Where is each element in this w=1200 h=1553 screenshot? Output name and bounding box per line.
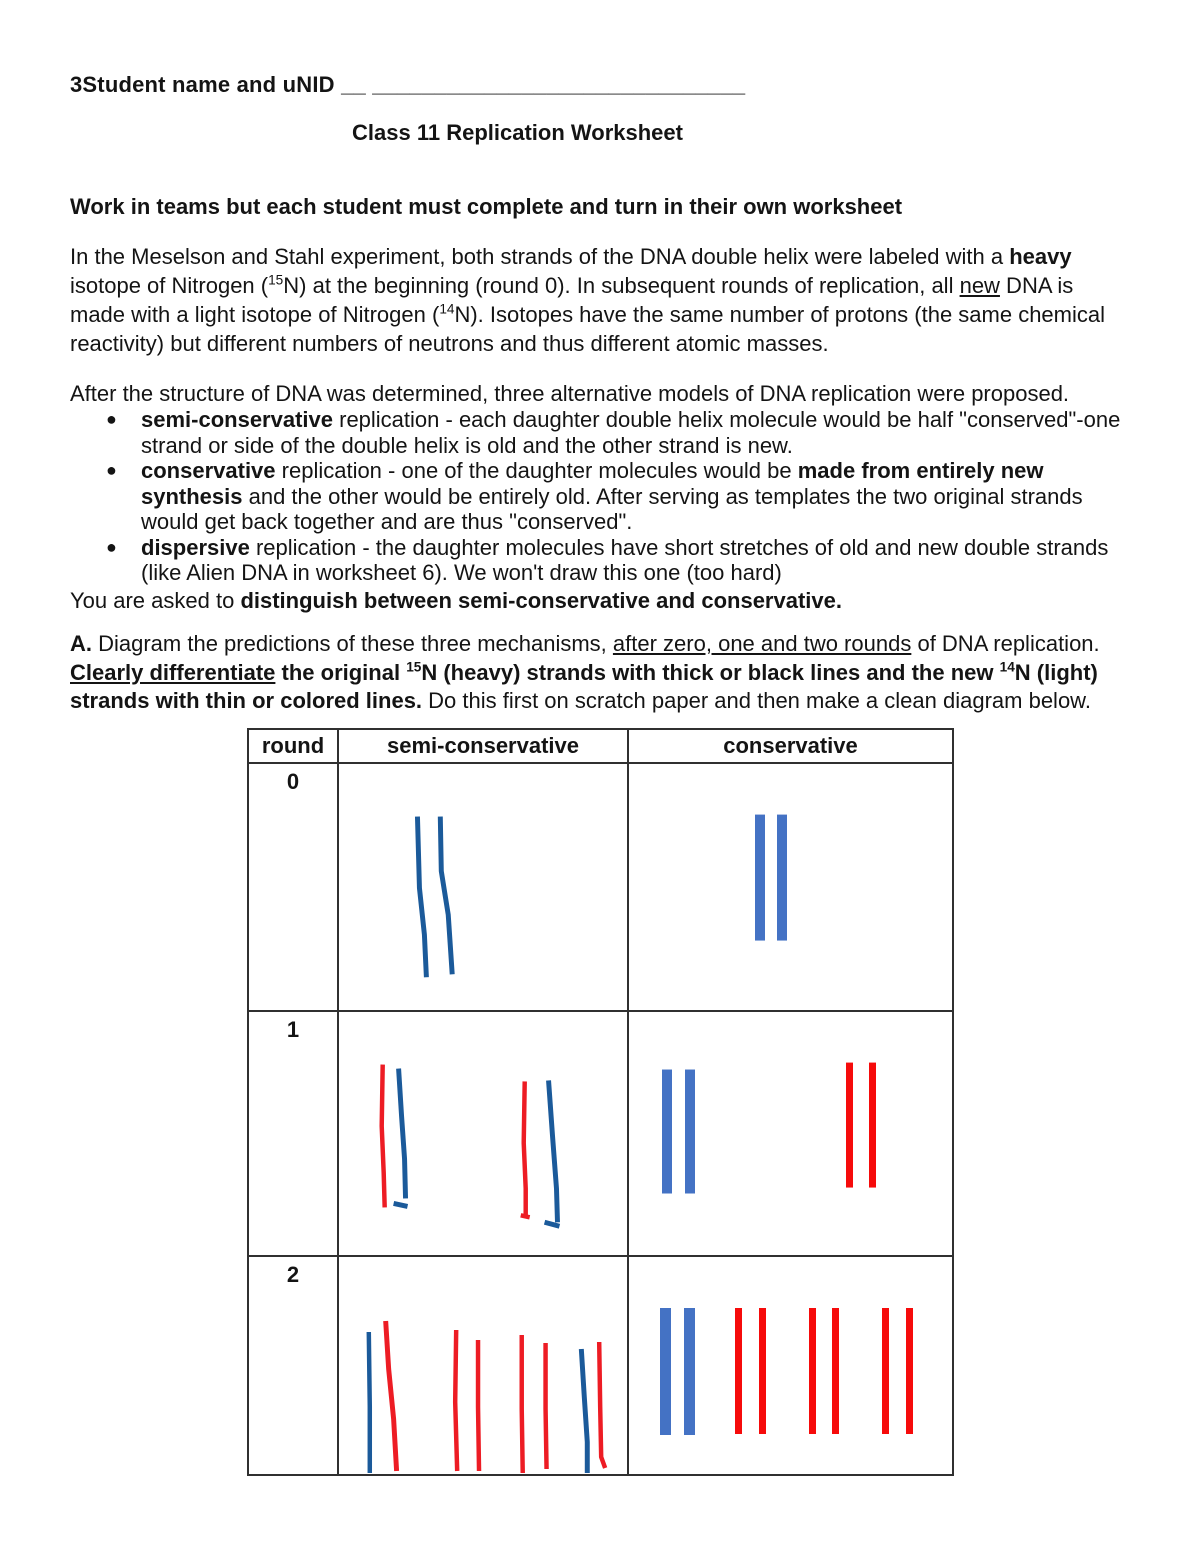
bullet-icon: ● bbox=[106, 409, 117, 429]
diagram-cell-cons-round-0 bbox=[629, 764, 952, 1012]
section-a-paragraph: A. Diagram the predictions of these thre… bbox=[70, 631, 1100, 713]
student-name-line: 3Student name and uNID __ ______________… bbox=[70, 72, 746, 97]
page-title: Class 11 Replication Worksheet bbox=[352, 120, 683, 145]
diagram-cell-cons-round-1 bbox=[629, 1012, 952, 1257]
list-item-text: conservative replication - one of the da… bbox=[141, 458, 1083, 534]
row-label-round-0: 0 bbox=[249, 764, 339, 1012]
bullet-icon: ● bbox=[106, 536, 117, 557]
list-item-conservative: ● conservative replication - one of the … bbox=[70, 458, 1125, 535]
row-label-round-1: 1 bbox=[249, 1012, 339, 1257]
row-label-round-2: 2 bbox=[249, 1257, 339, 1474]
models-list: ● semi-conservative replication - each d… bbox=[70, 407, 1125, 586]
diagram-cell-semi-round-0 bbox=[339, 764, 629, 1012]
intro-paragraph: In the Meselson and Stahl experiment, bo… bbox=[70, 244, 1106, 356]
col-header-round: round bbox=[249, 730, 339, 764]
predictions-table: round semi-conservative conservative 0 1… bbox=[247, 728, 954, 1476]
list-item-text: dispersive replication - the daughter mo… bbox=[141, 534, 1109, 586]
strand-diagram-cons-round-0 bbox=[755, 814, 787, 941]
diagram-cell-cons-round-2 bbox=[629, 1257, 952, 1474]
strand-diagram-semi-round-1 bbox=[379, 1064, 561, 1229]
strand-diagram-cons-round-1 bbox=[662, 1062, 876, 1194]
strand-diagram-semi-round-2 bbox=[366, 1320, 608, 1474]
strand-diagram-cons-round-2 bbox=[660, 1308, 913, 1435]
col-header-semi-conservative: semi-conservative bbox=[339, 730, 629, 764]
diagram-cell-semi-round-1 bbox=[339, 1012, 629, 1257]
list-item-dispersive: ● dispersive replication - the daughter … bbox=[70, 535, 1125, 586]
diagram-cell-semi-round-2 bbox=[339, 1257, 629, 1474]
list-item-text: semi-conservative replication - each dau… bbox=[141, 407, 1121, 458]
list-item-semi-conservative: ● semi-conservative replication - each d… bbox=[70, 407, 1125, 458]
task-line: You are asked to distinguish between sem… bbox=[70, 587, 842, 613]
models-section: After the structure of DNA was determine… bbox=[70, 381, 1125, 614]
col-header-conservative: conservative bbox=[629, 730, 952, 764]
instructions-line: Work in teams but each student must comp… bbox=[70, 194, 903, 219]
strand-diagram-semi-round-0 bbox=[414, 816, 455, 978]
models-intro: After the structure of DNA was determine… bbox=[70, 381, 1070, 406]
bullet-icon: ● bbox=[106, 460, 117, 480]
